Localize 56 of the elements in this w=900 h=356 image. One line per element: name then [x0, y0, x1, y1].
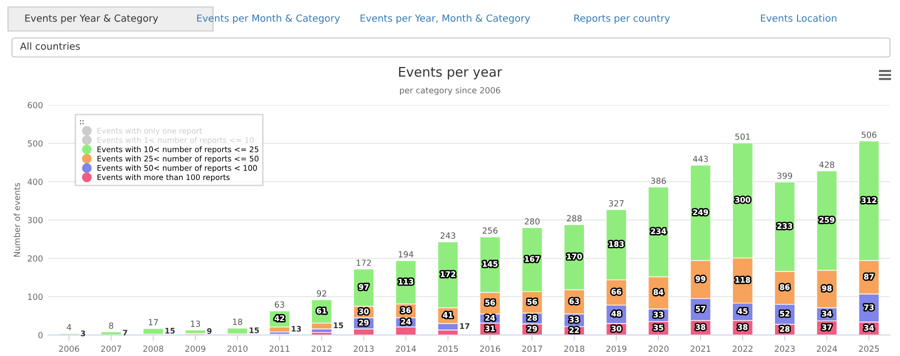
- total-label: 443: [693, 156, 708, 162]
- total-label: 256: [482, 227, 498, 234]
- total-label: 428: [819, 161, 834, 168]
- x-tick-label: 2024: [816, 346, 837, 352]
- y-tick-label: 100: [28, 294, 43, 300]
- total-label: 399: [777, 172, 792, 179]
- x-tick-label: 2023: [774, 346, 795, 352]
- total-label: 506: [862, 132, 876, 138]
- total-label: 4: [66, 324, 72, 330]
- x-tick-label: 2011: [270, 346, 290, 352]
- total-label: 92: [316, 290, 326, 297]
- y-tick-label: 400: [28, 178, 43, 185]
- text: Events per Year, Month & Category: [360, 14, 530, 24]
- total-label: 280: [524, 218, 540, 225]
- total-label: 17: [148, 319, 158, 326]
- x-tick-label: 2013: [354, 346, 374, 352]
- text: Events Location: [760, 14, 836, 22]
- x-tick-label: 2006: [59, 346, 80, 352]
- total-label: 13: [190, 320, 200, 327]
- text: Events per Year & Category: [25, 14, 158, 24]
- y-axis-title: Number of events: [14, 182, 20, 257]
- total-label: 18: [233, 318, 242, 325]
- y-tick-label: 300: [28, 216, 43, 224]
- y-tick-label: 600: [28, 102, 43, 108]
- x-tick-label: 2007: [101, 346, 122, 352]
- x-tick-label: 2014: [396, 346, 416, 352]
- x-tick-label: 2009: [185, 346, 206, 352]
- x-tick-label: 2017: [522, 346, 542, 352]
- total-label: 8: [109, 322, 114, 329]
- x-tick-label: 2010: [227, 346, 248, 352]
- x-tick-label: 2020: [648, 346, 668, 352]
- total-label: 194: [398, 251, 414, 258]
- total-label: 501: [735, 134, 750, 140]
- total-label: 386: [651, 178, 666, 184]
- y-tick-label: 500: [28, 140, 43, 147]
- y-tick-label: 0: [38, 332, 43, 338]
- x-tick-label: 2019: [606, 346, 626, 352]
- chart-title: Events per year: [399, 67, 502, 80]
- chart-subtitle: per category since 2006: [400, 86, 500, 96]
- total-label: 63: [274, 301, 284, 308]
- text: All countries: [20, 42, 80, 50]
- text: Events per Month & Category: [197, 14, 340, 24]
- x-tick-label: 2012: [312, 346, 332, 352]
- x-tick-label: 2008: [143, 346, 164, 352]
- x-tick-label: 2022: [732, 346, 752, 352]
- x-tick-label: 2016: [480, 346, 500, 352]
- total-label: 243: [440, 232, 456, 239]
- x-tick-label: 2018: [564, 346, 584, 352]
- total-label: 172: [356, 260, 371, 266]
- text: Reports per country: [574, 14, 670, 24]
- total-label: 327: [609, 200, 624, 206]
- y-tick-label: 200: [28, 255, 43, 262]
- x-tick-label: 2025: [858, 346, 879, 352]
- x-tick-label: 2015: [438, 346, 458, 352]
- x-tick-label: 2021: [690, 346, 710, 352]
- total-label: 288: [566, 215, 582, 222]
